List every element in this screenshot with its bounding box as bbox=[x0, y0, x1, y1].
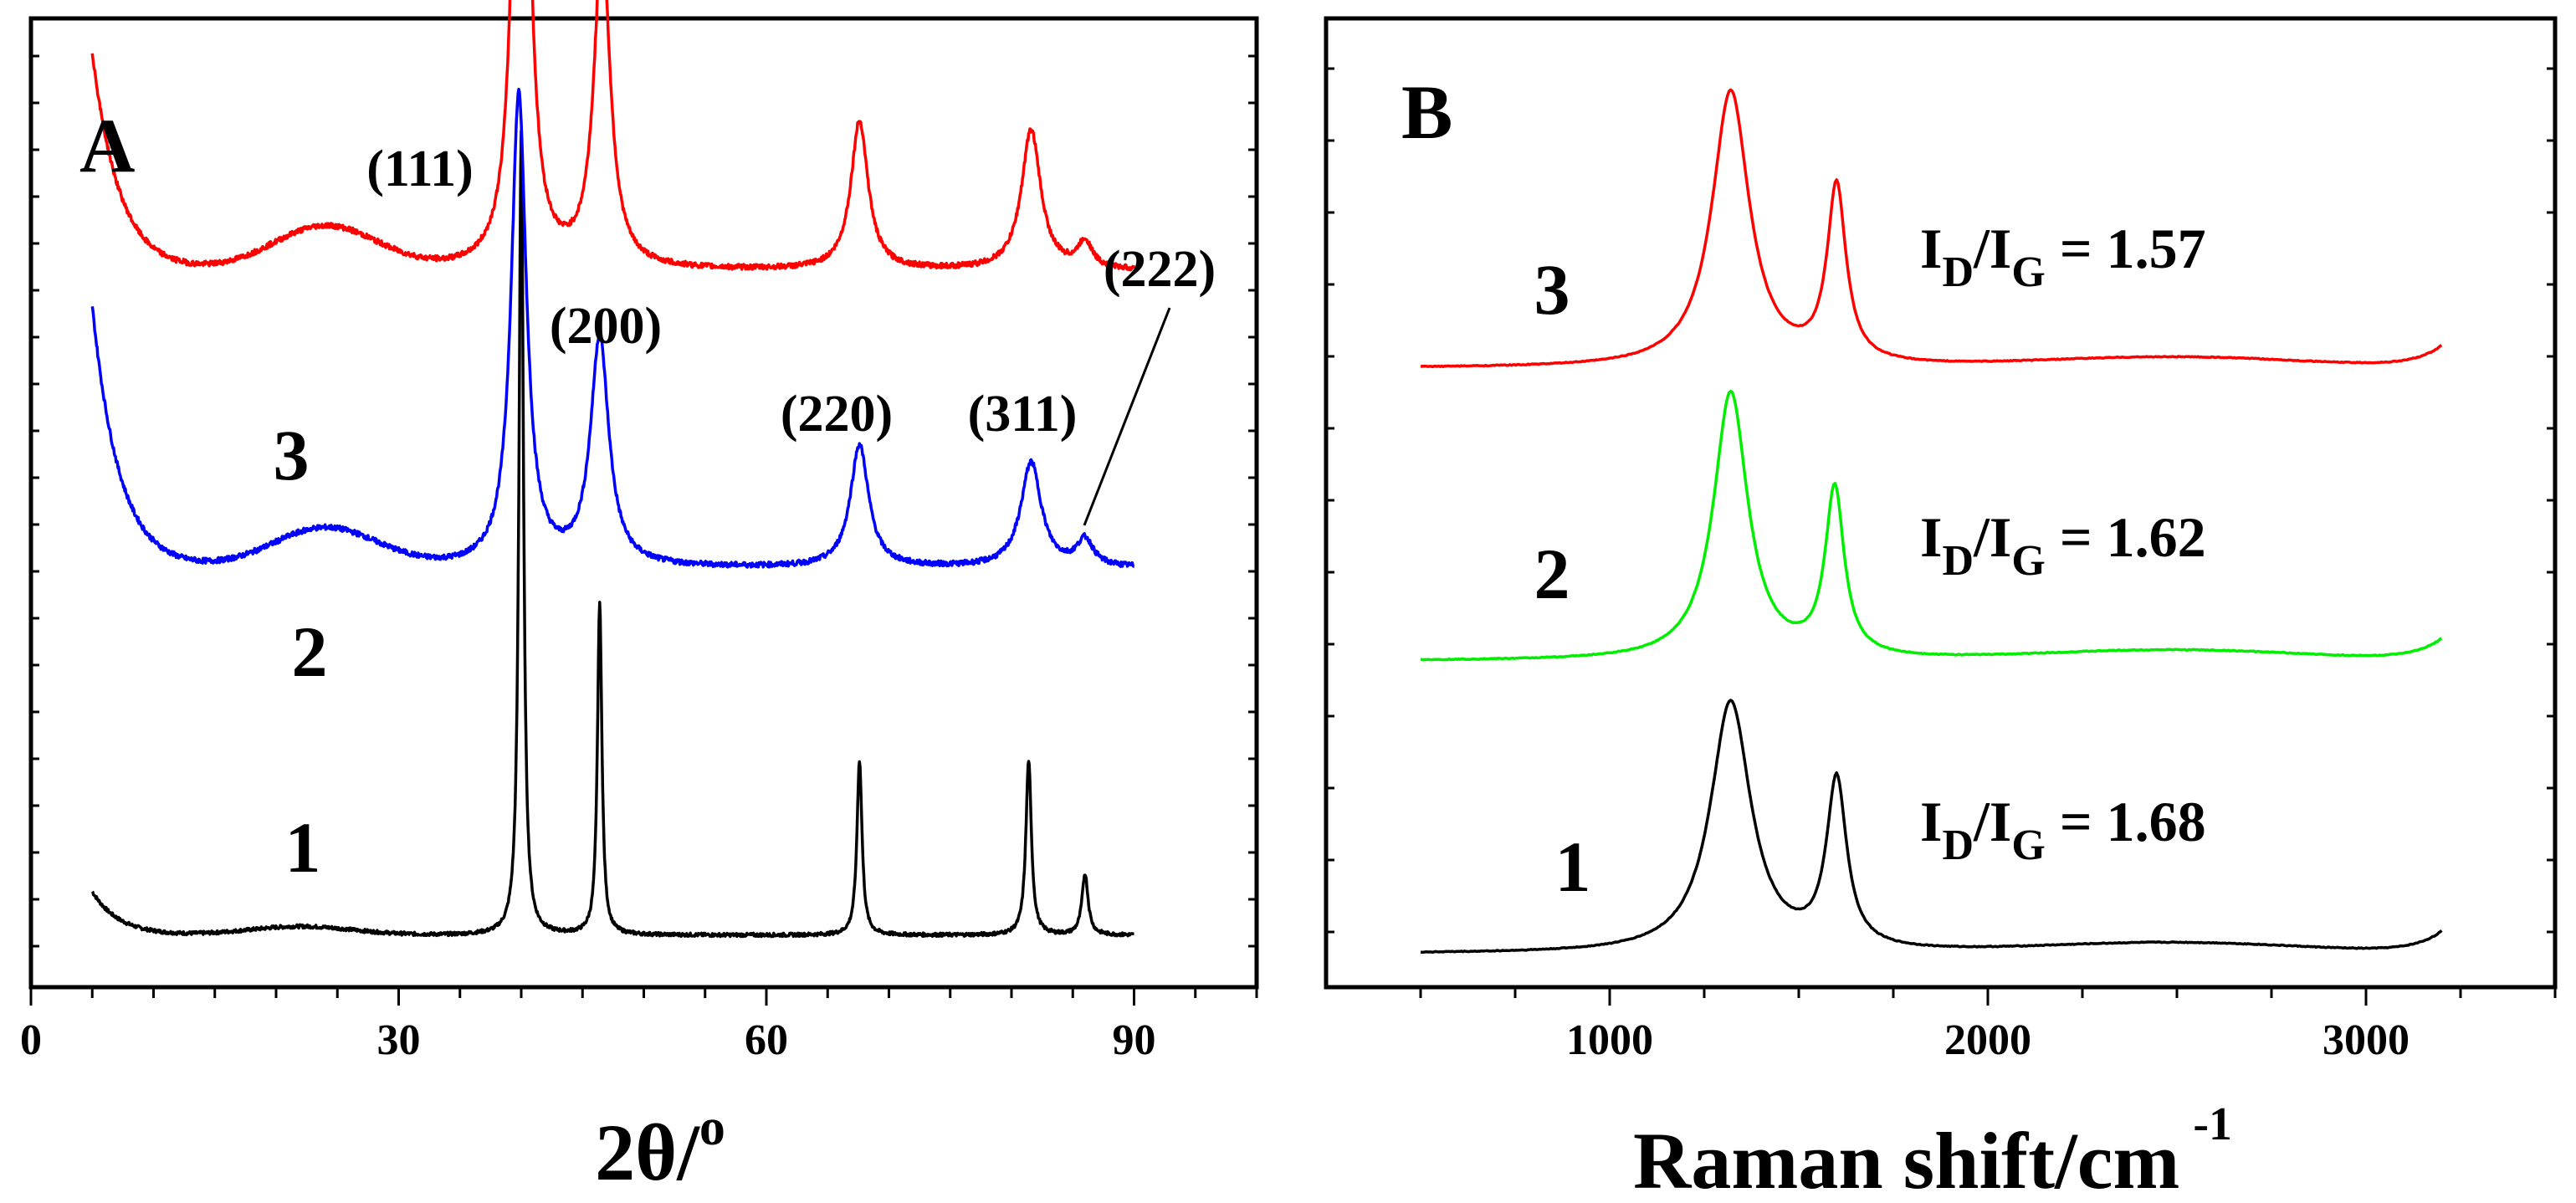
peak-annotation-200: (200) bbox=[550, 298, 662, 355]
panel-a-x-tick-label: 30 bbox=[377, 1016, 421, 1064]
raman-curve-label-3: 3 bbox=[1534, 249, 1570, 330]
xrd-trace-2 bbox=[90, 87, 1135, 569]
raman-trace-1 bbox=[1420, 699, 2443, 955]
raman-curve-label-1: 1 bbox=[1555, 827, 1591, 907]
xrd-curve-label-1: 1 bbox=[285, 807, 321, 888]
raman-curve-label-2: 2 bbox=[1534, 534, 1570, 614]
panel-b-frame bbox=[1324, 16, 2558, 990]
panel-a-frame bbox=[28, 16, 1259, 990]
id-ig-ratio-1: ID/IG = 1.68 bbox=[1920, 790, 2206, 869]
panel-a-ticks: 0 30 60 90 bbox=[20, 54, 1258, 1064]
peak-annotation-111: (111) bbox=[366, 141, 473, 197]
xrd-curve-label-3: 3 bbox=[274, 415, 310, 495]
panel-a-xrd-chart: 0 30 60 90 A 3 2 1 (111) (200) (220) (311) … bbox=[20, 0, 1259, 1197]
xrd-trace-1 bbox=[90, 129, 1135, 939]
panel-b-x-tick-label: 1000 bbox=[1566, 1016, 1653, 1064]
peak-222-leader-line bbox=[1083, 307, 1171, 526]
panel-b-raman-chart: 1000 2000 3000 B 3 2 1 ID/IG = 1.57 ID/IG … bbox=[1324, 16, 2558, 1203]
peak-annotation-311: (311) bbox=[968, 386, 1078, 443]
panel-b-x-axis-title: Raman shift/cm -1 bbox=[1633, 1098, 2232, 1203]
id-ig-ratio-2: ID/IG = 1.62 bbox=[1920, 505, 2206, 585]
xrd-curve-label-2: 2 bbox=[292, 612, 328, 692]
panel-a-x-tick-label: 60 bbox=[745, 1016, 788, 1064]
panel-a-x-tick-label: 90 bbox=[1113, 1016, 1156, 1064]
panel-b-x-tick-label: 3000 bbox=[2322, 1016, 2410, 1064]
peak-annotation-222: (222) bbox=[1104, 241, 1216, 298]
raman-trace-2 bbox=[1420, 389, 2443, 662]
raman-trace-3 bbox=[1420, 88, 2443, 369]
panel-b-label: B bbox=[1401, 69, 1452, 155]
panel-b-x-tick-label: 2000 bbox=[1944, 1016, 2031, 1064]
panel-a-x-axis-title: 2θ/o bbox=[595, 1099, 725, 1197]
panel-b-traces bbox=[1420, 88, 2443, 955]
panel-a-label: A bbox=[79, 103, 135, 188]
peak-annotation-220: (220) bbox=[781, 386, 893, 443]
panel-a-traces bbox=[90, 0, 1136, 939]
id-ig-ratio-3: ID/IG = 1.57 bbox=[1920, 217, 2206, 296]
panel-b-ticks: 1000 2000 3000 bbox=[1326, 67, 2557, 1064]
xrd-trace-3 bbox=[90, 0, 1136, 272]
panel-a-x-tick-label: 0 bbox=[20, 1016, 42, 1064]
